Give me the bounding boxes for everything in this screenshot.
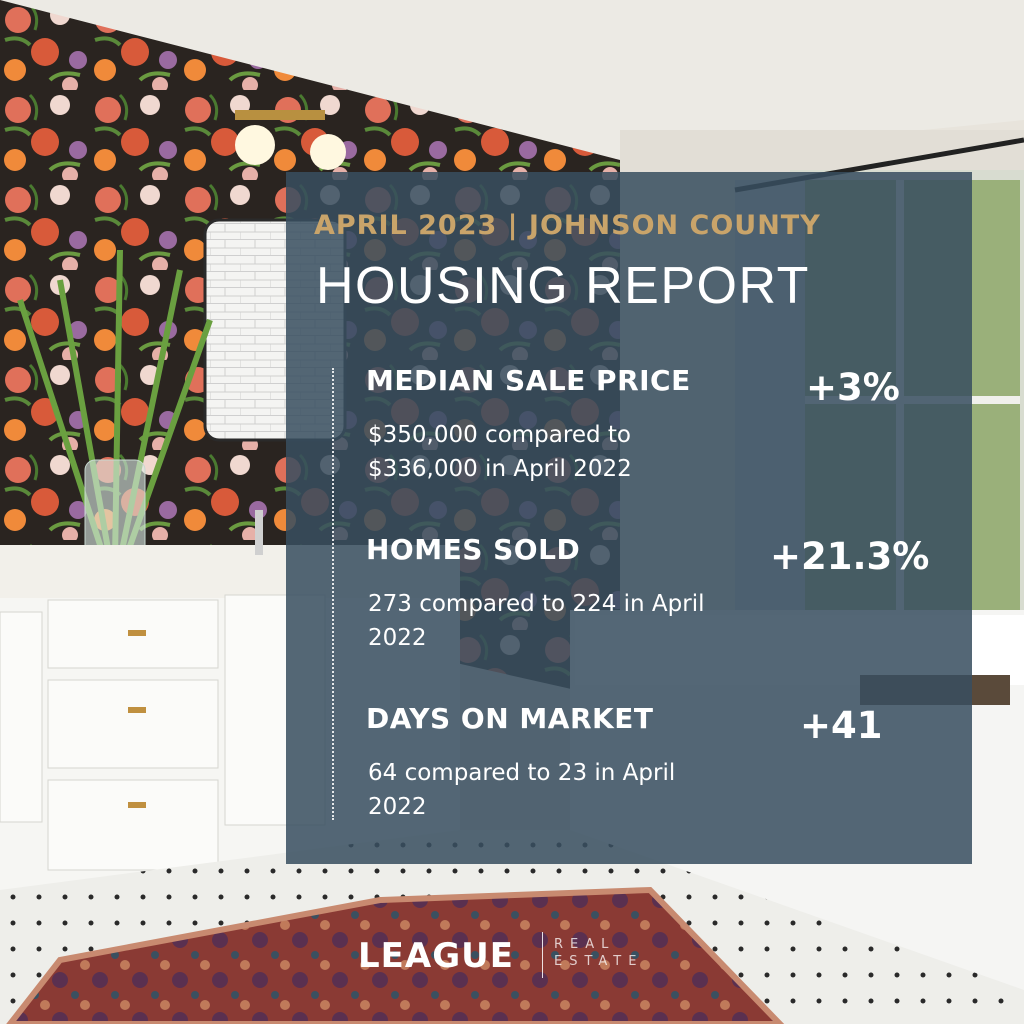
report-title: HOUSING REPORT bbox=[316, 257, 810, 315]
report-subtitle: APRIL 2023 | JOHNSON COUNTY bbox=[314, 210, 821, 241]
dotted-divider bbox=[332, 368, 334, 820]
report-panel: APRIL 2023 | JOHNSON COUNTY HOUSING REPO… bbox=[286, 172, 972, 864]
stat-label: MEDIAN SALE PRICE bbox=[366, 364, 691, 397]
brand-subtitle: REAL ESTATE bbox=[554, 936, 674, 970]
brand-sub-line2: ESTATE bbox=[554, 954, 644, 969]
stat-label: DAYS ON MARKET bbox=[366, 702, 654, 735]
stat-change: +21.3% bbox=[770, 535, 930, 578]
stat-description: 273 compared to 224 in April 2022 bbox=[368, 591, 705, 651]
stat-description: $350,000 compared to $336,000 in April 2… bbox=[368, 422, 632, 482]
stat-label: HOMES SOLD bbox=[366, 533, 581, 566]
stat-change: +3% bbox=[806, 366, 900, 409]
brand-sub-line1: REAL bbox=[554, 937, 616, 952]
brand-divider bbox=[542, 932, 543, 978]
stat-description: 64 compared to 23 in April 2022 bbox=[368, 760, 676, 820]
league-real-estate-logo: LEAGUE REAL ESTATE bbox=[358, 932, 688, 982]
brand-name: LEAGUE bbox=[358, 936, 514, 976]
stat-change: +41 bbox=[800, 704, 883, 747]
